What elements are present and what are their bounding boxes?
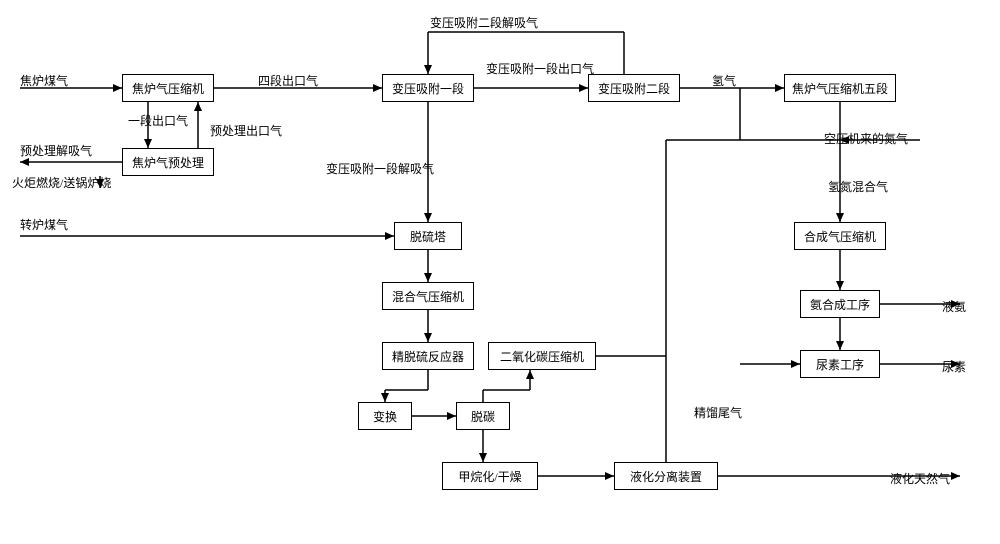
node-label: 变压吸附二段 xyxy=(598,80,670,97)
node-label: 二氧化碳压缩机 xyxy=(500,348,584,365)
label-text: 火炬燃烧/送锅炉烧 xyxy=(12,176,111,190)
node-label: 氨合成工序 xyxy=(810,296,870,313)
node-desulfur: 脱硫塔 xyxy=(394,222,462,250)
node-label: 甲烷化/干燥 xyxy=(458,468,521,485)
label-liq_nh3: 液氨 xyxy=(942,298,966,315)
node-nh3syn: 氨合成工序 xyxy=(800,290,880,318)
label-text: 预处理出口气 xyxy=(210,124,282,138)
label-psa1_desorb: 变压吸附一段解吸气 xyxy=(326,160,434,177)
node-label: 脱硫塔 xyxy=(410,228,446,245)
node-label: 焦炉气压缩机 xyxy=(132,80,204,97)
label-text: 变压吸附一段出口气 xyxy=(486,62,594,76)
node-label: 精脱硫反应器 xyxy=(392,348,464,365)
node-urea: 尿素工序 xyxy=(800,350,880,378)
label-text: 变压吸附一段解吸气 xyxy=(326,162,434,176)
node-label: 脱碳 xyxy=(471,408,495,425)
label-pretreat_desorb: 预处理解吸气 xyxy=(20,142,92,159)
label-text: 氢气 xyxy=(712,74,736,88)
label-cokegas_in: 焦炉煤气 xyxy=(20,72,68,89)
label-urea_out: 尿素 xyxy=(942,358,966,375)
label-stage1_out: 一段出口气 xyxy=(128,112,188,129)
label-flare: 火炬燃烧/送锅炉烧 xyxy=(12,174,111,191)
node-syngascomp: 合成气压缩机 xyxy=(794,222,886,250)
node-label: 合成气压缩机 xyxy=(804,228,876,245)
node-finedesulfur: 精脱硫反应器 xyxy=(382,342,474,370)
label-text: 四段出口气 xyxy=(258,74,318,88)
node-label: 尿素工序 xyxy=(816,356,864,373)
label-rectify_tail: 精馏尾气 xyxy=(694,404,742,421)
node-pretreat: 焦炉气预处理 xyxy=(122,148,214,176)
label-text: 液化天然气 xyxy=(890,472,950,486)
label-pretreat_out: 预处理出口气 xyxy=(210,122,282,139)
node-label: 焦炉气预处理 xyxy=(132,154,204,171)
node-compressor: 焦炉气压缩机 xyxy=(122,74,214,102)
label-psa1_out: 变压吸附一段出口气 xyxy=(486,60,594,77)
node-shift: 变换 xyxy=(358,402,412,430)
node-liquefy: 液化分离装置 xyxy=(614,462,718,490)
node-methanation: 甲烷化/干燥 xyxy=(442,462,538,490)
label-convertergas: 转炉煤气 xyxy=(20,216,68,233)
node-psa2: 变压吸附二段 xyxy=(588,74,680,102)
label-text: 空压机来的氮气 xyxy=(824,132,908,146)
label-psa2_desorb: 变压吸附二段解吸气 xyxy=(430,14,538,31)
node-label: 混合气压缩机 xyxy=(392,288,464,305)
node-decarb: 脱碳 xyxy=(456,402,510,430)
label-text: 焦炉煤气 xyxy=(20,74,68,88)
label-text: 液氨 xyxy=(942,300,966,314)
label-stage4_out: 四段出口气 xyxy=(258,72,318,89)
label-text: 预处理解吸气 xyxy=(20,144,92,158)
node-label: 变换 xyxy=(373,408,397,425)
label-text: 转炉煤气 xyxy=(20,218,68,232)
label-n2_from_air: 空压机来的氮气 xyxy=(824,130,908,147)
label-h2n2_mix: 氢氮混合气 xyxy=(828,178,888,195)
label-text: 尿素 xyxy=(942,360,966,374)
label-text: 精馏尾气 xyxy=(694,406,742,420)
node-mixcomp: 混合气压缩机 xyxy=(382,282,474,310)
label-lng: 液化天然气 xyxy=(890,470,950,487)
node-label: 变压吸附一段 xyxy=(392,80,464,97)
label-text: 变压吸附二段解吸气 xyxy=(430,16,538,30)
node-label: 焦炉气压缩机五段 xyxy=(792,80,888,97)
node-co2comp: 二氧化碳压缩机 xyxy=(488,342,596,370)
label-text: 氢氮混合气 xyxy=(828,180,888,194)
node-label: 液化分离装置 xyxy=(630,468,702,485)
node-psa1: 变压吸附一段 xyxy=(382,74,474,102)
label-text: 一段出口气 xyxy=(128,114,188,128)
label-h2: 氢气 xyxy=(712,72,736,89)
node-compressor5: 焦炉气压缩机五段 xyxy=(784,74,896,102)
